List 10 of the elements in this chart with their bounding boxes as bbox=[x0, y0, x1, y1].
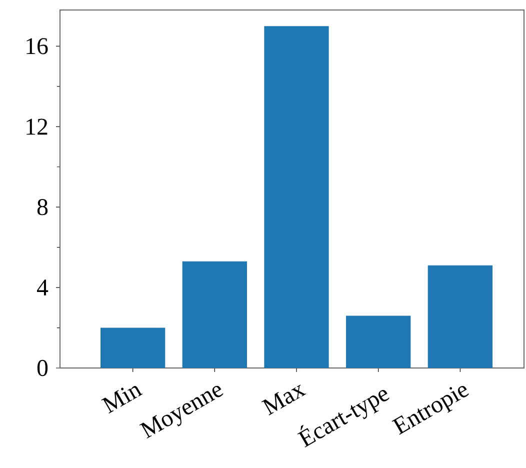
bar bbox=[428, 265, 492, 368]
bar bbox=[264, 26, 329, 368]
y-tick-label: 4 bbox=[36, 280, 48, 296]
y-tick-label: 16 bbox=[26, 38, 48, 54]
bar bbox=[182, 261, 247, 368]
y-tick-label: 8 bbox=[37, 199, 48, 216]
y-tick-label: 12 bbox=[26, 118, 48, 135]
bar bbox=[346, 316, 411, 368]
y-tick-label: 0 bbox=[37, 360, 48, 376]
bar bbox=[100, 328, 166, 368]
